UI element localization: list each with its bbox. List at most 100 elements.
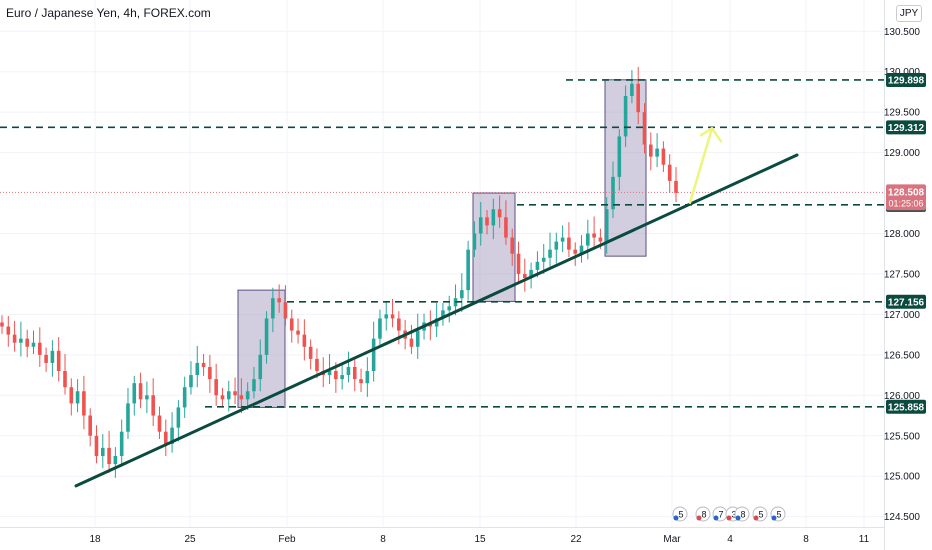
candle-body <box>308 346 313 359</box>
candle-body <box>151 395 155 416</box>
candle-body <box>277 298 281 303</box>
candle-body <box>460 290 464 299</box>
x-tick-label: 8 <box>803 534 809 545</box>
candle-body <box>655 148 659 157</box>
candle-body <box>50 350 55 363</box>
event-badge-count: 5 <box>776 510 781 520</box>
candle-body <box>529 269 533 278</box>
candle-body <box>352 366 357 380</box>
candle-body <box>371 338 376 372</box>
candle-body <box>472 233 477 250</box>
candle-body <box>466 249 470 291</box>
event-badge-count: 7 <box>718 510 723 520</box>
price-axis[interactable]: 130.500 130.000 129.500 129.000 128.000 127.5… <box>884 27 921 523</box>
consolidation-boxes <box>237 79 647 408</box>
y-tick-label: 124.500 <box>884 512 921 523</box>
candle-body <box>327 371 332 376</box>
consolidation-box[interactable] <box>237 289 286 408</box>
candle-body <box>611 176 615 210</box>
level-label-text: 127.156 <box>888 297 925 308</box>
trendline[interactable] <box>74 153 799 488</box>
candle-body <box>25 338 29 347</box>
x-tick-label: 8 <box>380 534 386 545</box>
candle-body <box>447 306 452 311</box>
candle-body <box>6 326 11 335</box>
candle-body <box>69 387 74 404</box>
event-badge[interactable]: 5 <box>752 506 768 522</box>
flag-icon <box>735 515 741 521</box>
projection-arrow[interactable] <box>688 127 723 205</box>
candle-body <box>378 318 382 339</box>
candle-body <box>252 379 256 392</box>
candle-body <box>390 314 395 319</box>
candle-body <box>63 371 67 388</box>
candle-body <box>598 237 603 242</box>
y-tick-label: 126.500 <box>884 350 921 361</box>
candle-body <box>12 334 17 343</box>
projection-shaft <box>688 127 714 205</box>
level-label-bg <box>886 72 926 87</box>
candle-body <box>296 330 300 335</box>
event-badge[interactable]: 5 <box>672 506 688 522</box>
projection-head <box>699 127 723 143</box>
y-tick-label: 129.000 <box>884 148 921 159</box>
level-label-bg <box>886 120 926 135</box>
candle-body <box>567 237 571 250</box>
candle-body <box>157 415 162 432</box>
candle-body <box>579 245 584 254</box>
event-badge-count: 5 <box>678 510 683 520</box>
y-tick-label: 127.500 <box>884 269 921 280</box>
candle-body <box>359 379 363 384</box>
candle-body <box>56 350 61 372</box>
candle-body <box>541 257 546 262</box>
candle-body <box>397 318 401 331</box>
candle-body <box>642 112 647 145</box>
x-tick-label: 25 <box>184 534 196 545</box>
current-price-label: 128.508 01:25:06 <box>886 184 926 211</box>
candle-body <box>107 447 111 465</box>
candle-body <box>100 447 105 456</box>
candle-body <box>415 330 420 347</box>
candle-body <box>289 318 294 331</box>
candle-body <box>119 431 124 456</box>
candle-body <box>170 427 174 444</box>
event-badge[interactable]: 8 <box>734 506 750 522</box>
y-tick-label: 129.500 <box>884 108 921 119</box>
candle-body <box>132 383 137 404</box>
candle-body <box>441 310 445 319</box>
level-label-bg <box>886 294 926 309</box>
candle-body <box>478 217 483 234</box>
x-tick-label: 15 <box>474 534 486 545</box>
y-tick-label: 125.500 <box>884 431 921 442</box>
currency-button[interactable]: JPY <box>896 5 922 22</box>
candle-body <box>113 455 118 465</box>
current-price-value: 128.508 <box>888 187 925 198</box>
current-price-countdown: 01:25:06 <box>888 198 923 208</box>
candle-body <box>302 334 307 347</box>
flag-icon <box>771 515 777 521</box>
candle-body <box>409 338 414 347</box>
time-axis[interactable]: 18 25 Feb 8 15 22 Mar 4 8 11 <box>89 534 869 545</box>
candle-body <box>365 371 370 384</box>
event-badge[interactable]: 7 <box>712 506 728 522</box>
candle-body <box>548 249 552 258</box>
candle-body <box>535 261 540 270</box>
candle-body <box>264 318 269 355</box>
y-tick-label: 125.000 <box>884 472 921 483</box>
event-badge[interactable]: 5 <box>770 506 786 522</box>
candle-body <box>516 253 521 274</box>
candle-body <box>258 354 263 380</box>
candle-body <box>573 249 578 254</box>
event-badge-count: 8 <box>740 510 745 520</box>
candle-body <box>138 383 143 400</box>
event-badge[interactable]: 8 <box>695 506 711 522</box>
candle-body <box>126 403 130 432</box>
candle-body <box>560 237 565 242</box>
candle-body <box>434 318 439 327</box>
candle-body <box>283 302 288 319</box>
flag-icon <box>673 515 679 521</box>
candle-body <box>233 391 237 396</box>
